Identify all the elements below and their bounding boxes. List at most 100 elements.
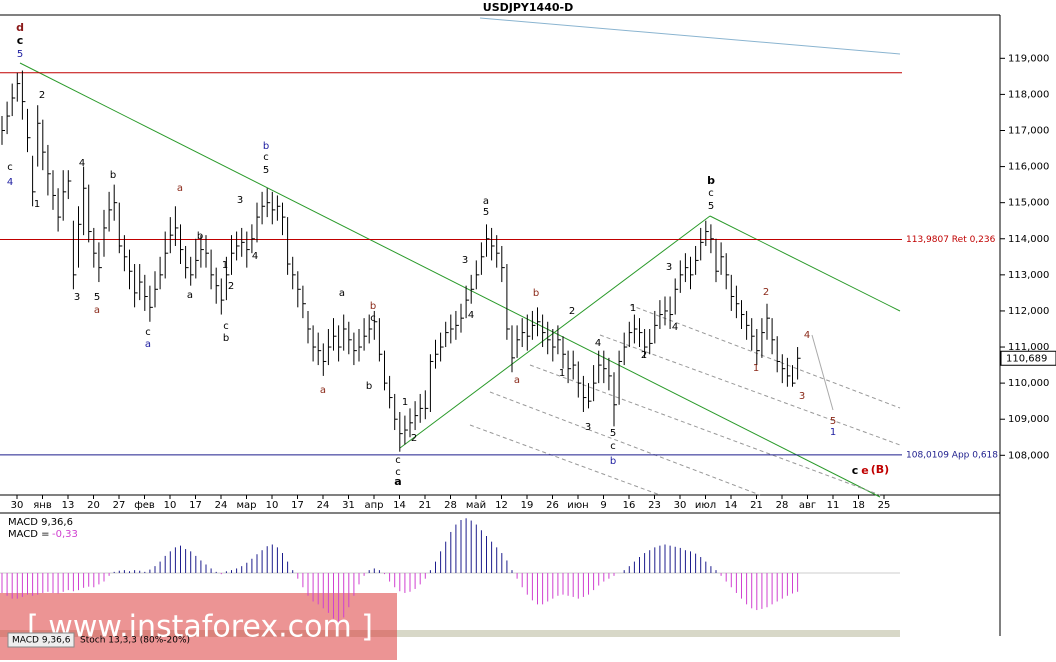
wave-label: 5 (263, 165, 269, 176)
macd-last: -0,33 (52, 529, 78, 540)
trend-line (19, 62, 881, 498)
x-tick-label: 13 (62, 500, 75, 511)
wave-label: 5 (94, 292, 100, 303)
x-tick-label: 25 (878, 500, 891, 511)
x-tick-label: 18 (852, 500, 865, 511)
x-tick-label: авг (799, 500, 816, 511)
y-tick-label: 118,000 (1008, 89, 1049, 100)
wave-label: a (514, 375, 520, 386)
wave-label: e (861, 464, 868, 477)
x-tick-label: янв (33, 500, 52, 511)
wave-label: 1 (753, 363, 759, 374)
wave-label: c (145, 327, 151, 338)
wave-label: b (610, 456, 616, 467)
wave-label: 2 (641, 350, 647, 361)
wave-label: a (483, 196, 489, 207)
x-tick-label: июл (695, 500, 716, 511)
wave-label: 1 (830, 427, 836, 438)
wave-label: 2 (763, 287, 769, 298)
x-tick-label: 31 (342, 500, 355, 511)
trend-line (479, 17, 901, 55)
wave-label: 5 (830, 416, 836, 427)
watermark-box (0, 593, 397, 660)
x-tick-label: май (466, 500, 486, 511)
wave-label: 1 (34, 199, 40, 210)
wave-label: 4 (468, 310, 474, 321)
wave-label: 1 (402, 397, 408, 408)
wave-label: a (94, 305, 100, 316)
channel-line (469, 424, 661, 496)
x-tick-label: 21 (750, 500, 763, 511)
wave-label: a (187, 290, 193, 301)
wave-label: b (223, 333, 229, 344)
x-tick-label: 27 (113, 500, 126, 511)
x-tick-label: фев (134, 500, 155, 511)
wave-label: 4 (7, 177, 13, 188)
x-tick-label: 11 (827, 500, 840, 511)
wave-label: 5 (483, 207, 489, 218)
x-tick-label: 23 (648, 500, 661, 511)
x-tick-label: 24 (215, 500, 228, 511)
x-tick-label: 20 (87, 500, 100, 511)
wave-label: 4 (595, 338, 601, 349)
x-tick-label: 19 (521, 500, 534, 511)
wave-label: b (197, 231, 203, 242)
tab[interactable] (7, 632, 75, 648)
wave-label: b (110, 170, 116, 181)
wave-label: 4 (672, 322, 678, 333)
wave-label: a (320, 385, 326, 396)
x-tick-label: 16 (623, 500, 636, 511)
x-tick-label: 14 (393, 500, 406, 511)
wave-label: 1 (222, 260, 228, 271)
wave-label: c (7, 162, 13, 173)
wave-label: 3 (237, 195, 243, 206)
x-tick-label: 28 (776, 500, 789, 511)
trend-line (399, 215, 711, 449)
wave-label: a (339, 288, 345, 299)
macd-title: MACD 9,36,6 (8, 517, 73, 528)
tab-label[interactable]: Stoch 13,3,3 (80%-20%) (80, 636, 190, 646)
x-tick-label: 30 (674, 500, 687, 511)
channel-line (629, 304, 901, 409)
macd-prefix: MACD = (8, 529, 50, 540)
projection-line (811, 334, 834, 411)
wave-label: b (370, 301, 376, 312)
channel-line (489, 391, 761, 496)
wave-label: 2 (411, 433, 417, 444)
wave-label: b (366, 381, 372, 392)
wave-label: a (145, 339, 151, 350)
wave-label: 3 (585, 422, 591, 433)
current-price-label: 110,689 (1006, 353, 1047, 364)
wave-label: 5 (17, 49, 23, 60)
wave-label: b (263, 141, 269, 152)
channel-line (529, 364, 881, 496)
x-tick-label: мар (236, 500, 256, 511)
wave-label: b (533, 288, 539, 299)
wave-label: (B) (871, 463, 889, 476)
y-tick-label: 108,000 (1008, 450, 1049, 461)
y-tick-label: 112,000 (1008, 306, 1049, 317)
level-label: 108,0109 App 0,618 (906, 450, 998, 460)
x-tick-label: 26 (546, 500, 559, 511)
x-tick-label: июн (567, 500, 588, 511)
wave-label: d (16, 21, 24, 34)
tab-label[interactable]: MACD 9,36,6 (12, 636, 71, 646)
wave-label: c (263, 152, 269, 163)
wave-label: c (708, 188, 714, 199)
wave-label: 3 (666, 262, 672, 273)
x-tick-label: 17 (189, 500, 202, 511)
wave-label: 1 (630, 303, 636, 314)
wave-label: a (394, 475, 401, 488)
wave-label: 5 (610, 428, 616, 439)
x-tick-label: 10 (266, 500, 279, 511)
wave-label: a (177, 183, 183, 194)
wave-label: 2 (228, 281, 234, 292)
x-tick-label: 14 (725, 500, 738, 511)
wave-label: c (610, 441, 616, 452)
wave-label: 3 (462, 255, 468, 266)
y-tick-label: 111,000 (1008, 342, 1049, 353)
current-price-box (1000, 350, 1056, 366)
x-tick-label: 28 (444, 500, 457, 511)
